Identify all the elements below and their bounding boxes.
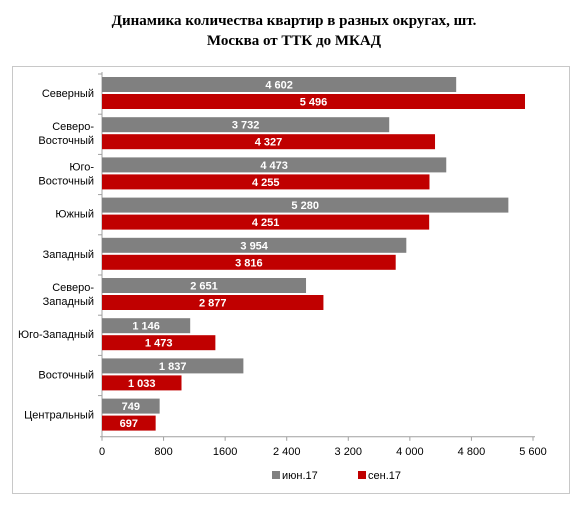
bar xyxy=(102,358,244,374)
x-tick-label: 5 600 xyxy=(519,446,547,458)
bar xyxy=(102,295,324,310)
category-label-line: Северо- xyxy=(52,282,94,294)
data-label: 5 496 xyxy=(300,97,328,109)
legend-swatch xyxy=(272,471,280,479)
data-label: 5 280 xyxy=(291,200,319,212)
chart-subtitle: Москва от ТТК до МКАД xyxy=(206,33,382,49)
category-label: Западный xyxy=(43,249,94,261)
data-label: 1 473 xyxy=(145,338,173,350)
bar xyxy=(102,117,390,133)
legend-swatch xyxy=(358,471,366,479)
data-label: 1 033 xyxy=(128,378,156,390)
category-label: Северный xyxy=(42,88,94,100)
category-label-line: Южный xyxy=(55,209,94,221)
bar xyxy=(102,318,191,334)
chart-title: Динамика количества квартир в разных окр… xyxy=(111,13,477,29)
bar xyxy=(102,254,396,270)
bar xyxy=(102,174,430,190)
category-label: Центральный xyxy=(24,410,94,422)
category-label: Восточный xyxy=(38,369,94,381)
data-label: 1 837 xyxy=(159,361,187,373)
legend-label: июн.17 xyxy=(282,470,318,482)
x-tick-label: 4 800 xyxy=(458,446,486,458)
category-label-line: Юго- xyxy=(69,161,94,173)
data-label: 697 xyxy=(120,418,138,430)
data-label: 3 732 xyxy=(232,120,260,132)
category-label-line: Западный xyxy=(43,249,94,261)
legend-label: сен.17 xyxy=(368,470,401,482)
category-label-line: Западный xyxy=(43,296,94,308)
category-label-line: Восточный xyxy=(38,135,94,147)
data-label: 4 473 xyxy=(260,160,288,172)
category-label-line: Юго-Западный xyxy=(18,329,94,341)
data-label: 3 816 xyxy=(235,257,263,269)
data-label: 4 602 xyxy=(265,80,293,92)
category-label-line: Восточный xyxy=(38,369,94,381)
x-tick-label: 2 400 xyxy=(273,446,301,458)
category-label: Северо- Восточный xyxy=(38,121,94,147)
plot-area-frame xyxy=(12,66,570,494)
bar xyxy=(102,157,447,173)
data-label: 4 327 xyxy=(255,137,283,149)
x-tick-label: 0 xyxy=(99,446,105,458)
data-label: 4 251 xyxy=(252,217,280,229)
category-label: Южный xyxy=(55,209,94,221)
x-tick-label: 3 200 xyxy=(335,446,363,458)
bar xyxy=(102,398,160,414)
data-label: 1 146 xyxy=(132,321,160,333)
data-label: 2 651 xyxy=(190,281,218,293)
category-label: Северо- Западный xyxy=(43,282,95,308)
x-tick-label: 4 000 xyxy=(396,446,424,458)
bar xyxy=(102,415,156,431)
bar xyxy=(102,335,216,351)
bar xyxy=(102,278,307,293)
bar xyxy=(102,197,509,213)
data-label: 3 954 xyxy=(240,240,268,252)
x-tick-label: 800 xyxy=(154,446,172,458)
bar xyxy=(102,214,430,230)
category-label-line: Центральный xyxy=(24,410,94,422)
category-label: Юго-Западный xyxy=(18,329,94,341)
category-label-line: Восточный xyxy=(38,175,94,187)
bar xyxy=(102,134,436,150)
data-label: 4 255 xyxy=(252,177,280,189)
data-label: 749 xyxy=(122,401,140,413)
bar xyxy=(102,237,407,253)
category-label-line: Северо- xyxy=(52,121,94,133)
bar xyxy=(102,375,182,391)
category-label-line: Северный xyxy=(42,88,94,100)
x-tick-label: 1600 xyxy=(213,446,237,458)
bar xyxy=(102,94,525,109)
bar xyxy=(102,77,457,92)
category-label: Юго- Восточный xyxy=(38,161,94,187)
data-label: 2 877 xyxy=(199,298,227,310)
